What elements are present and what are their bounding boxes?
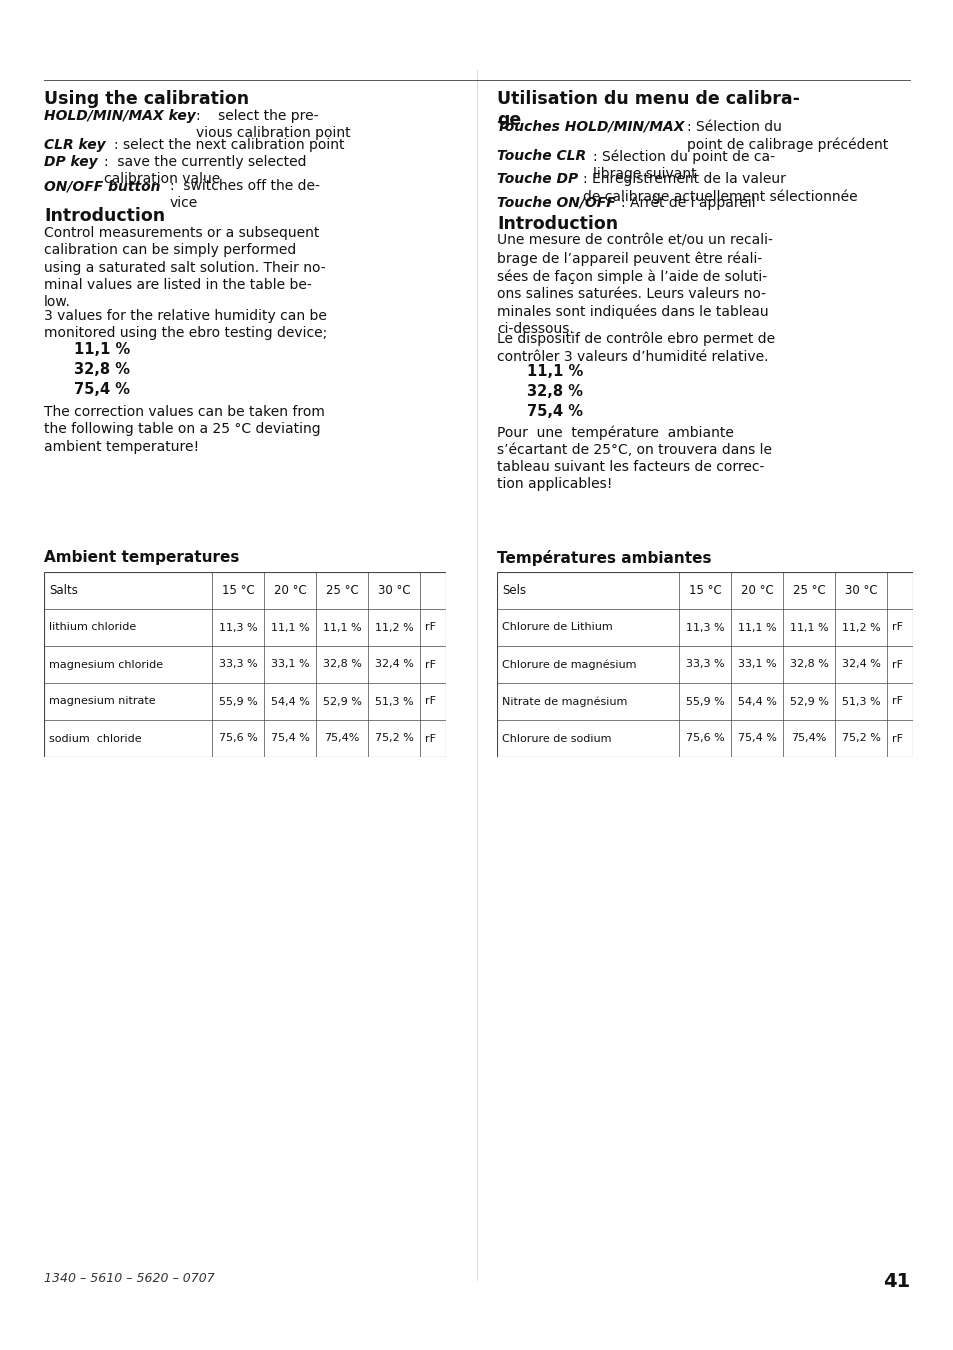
Text: 75,4%: 75,4% <box>790 733 826 744</box>
Text: Introduction: Introduction <box>497 215 618 234</box>
Text: :    select the pre-
vious calibration point: : select the pre- vious calibration poin… <box>195 109 351 140</box>
Text: Ambient temperatures: Ambient temperatures <box>44 549 239 566</box>
Text: 25 °C: 25 °C <box>792 585 824 597</box>
Text: sodium  chloride: sodium chloride <box>49 733 141 744</box>
Text: 11,1 %: 11,1 % <box>271 622 309 633</box>
Text: 75,4 %: 75,4 % <box>74 382 130 397</box>
Text: 55,9 %: 55,9 % <box>685 697 723 706</box>
Text: rF: rF <box>424 660 436 670</box>
Text: CLR key: CLR key <box>44 138 106 153</box>
Text: Nitrate de magnésium: Nitrate de magnésium <box>501 697 627 707</box>
Text: 75,4 %: 75,4 % <box>737 733 776 744</box>
Text: magnesium nitrate: magnesium nitrate <box>49 697 155 706</box>
Text: : Sélection du point de ca-
librage suivant: : Sélection du point de ca- librage suiv… <box>593 148 774 181</box>
Text: 32,8 %: 32,8 % <box>74 362 130 377</box>
Text: Touches HOLD/MIN/MAX: Touches HOLD/MIN/MAX <box>497 120 684 134</box>
Text: 11,1 %: 11,1 % <box>789 622 827 633</box>
Text: 75,6 %: 75,6 % <box>218 733 257 744</box>
Text: 52,9 %: 52,9 % <box>322 697 361 706</box>
Text: 54,4 %: 54,4 % <box>737 697 776 706</box>
Text: 41: 41 <box>882 1272 909 1291</box>
Text: magnesium chloride: magnesium chloride <box>49 660 163 670</box>
Text: Chlorure de Lithium: Chlorure de Lithium <box>501 622 612 633</box>
Text: Touche DP: Touche DP <box>497 171 578 186</box>
Text: Sels: Sels <box>501 585 525 597</box>
Text: Une mesure de contrôle et/ou un recali-
brage de l’appareil peuvent être réali-
: Une mesure de contrôle et/ou un recali- … <box>497 234 772 336</box>
Text: Touche CLR: Touche CLR <box>497 148 585 163</box>
Text: 11,1 %: 11,1 % <box>526 364 582 379</box>
Text: rF: rF <box>891 660 902 670</box>
Text: : select the next calibration point: : select the next calibration point <box>113 138 344 153</box>
Text: 20 °C: 20 °C <box>274 585 306 597</box>
Text: 11,1 %: 11,1 % <box>322 622 361 633</box>
Text: 33,1 %: 33,1 % <box>737 660 776 670</box>
Text: 15 °C: 15 °C <box>688 585 720 597</box>
Text: 11,2 %: 11,2 % <box>841 622 880 633</box>
Text: rF: rF <box>424 733 436 744</box>
Text: 30 °C: 30 °C <box>377 585 410 597</box>
Text: 51,3 %: 51,3 % <box>841 697 880 706</box>
Text: 25 °C: 25 °C <box>325 585 358 597</box>
Text: 55,9 %: 55,9 % <box>218 697 257 706</box>
Text: 32,4 %: 32,4 % <box>375 660 413 670</box>
Text: Using the calibration: Using the calibration <box>44 90 249 108</box>
Text: 1340 – 5610 – 5620 – 0707: 1340 – 5610 – 5620 – 0707 <box>44 1272 214 1285</box>
Text: Salts: Salts <box>49 585 78 597</box>
Text: 75,2 %: 75,2 % <box>375 733 413 744</box>
Text: DP key: DP key <box>44 155 97 169</box>
Text: Le dispositif de contrôle ebro permet de
contrôler 3 valeurs d’humidité relative: Le dispositif de contrôle ebro permet de… <box>497 332 774 363</box>
Text: 75,6 %: 75,6 % <box>685 733 723 744</box>
Text: :  save the currently selected
calibration value: : save the currently selected calibratio… <box>104 155 306 186</box>
Text: rF: rF <box>891 697 902 706</box>
Text: Français: Français <box>501 39 562 54</box>
Text: 33,1 %: 33,1 % <box>271 660 309 670</box>
Text: 3 values for the relative humidity can be
monitored using the ebro testing devic: 3 values for the relative humidity can b… <box>44 309 327 340</box>
Text: 75,2 %: 75,2 % <box>841 733 880 744</box>
Text: 11,2 %: 11,2 % <box>375 622 413 633</box>
Text: 51,3 %: 51,3 % <box>375 697 413 706</box>
Text: 20 °C: 20 °C <box>740 585 773 597</box>
Text: rF: rF <box>891 733 902 744</box>
Text: 32,8 %: 32,8 % <box>789 660 827 670</box>
Text: 75,4 %: 75,4 % <box>271 733 309 744</box>
Text: : Sélection du
point de calibrage précédent: : Sélection du point de calibrage précéd… <box>686 120 887 153</box>
Text: Control measurements or a subsequent
calibration can be simply performed
using a: Control measurements or a subsequent cal… <box>44 225 325 309</box>
Text: Chlorure de magnésium: Chlorure de magnésium <box>501 659 636 670</box>
Text: : Arrêt de l’appareil: : Arrêt de l’appareil <box>620 196 755 211</box>
Text: 32,8 %: 32,8 % <box>322 660 361 670</box>
Text: 75,4%: 75,4% <box>324 733 359 744</box>
Text: 54,4 %: 54,4 % <box>271 697 309 706</box>
Text: Pour  une  température  ambiante
s’écartant de 25°C, on trouvera dans le
tableau: Pour une température ambiante s’écartant… <box>497 425 771 491</box>
Text: Touche ON/OFF: Touche ON/OFF <box>497 196 615 211</box>
Text: Introduction: Introduction <box>44 207 165 225</box>
Text: 75,4 %: 75,4 % <box>526 404 582 418</box>
Text: :  switches off the de-
vice: : switches off the de- vice <box>170 180 319 211</box>
Text: 32,4 %: 32,4 % <box>841 660 880 670</box>
Text: 30 °C: 30 °C <box>843 585 877 597</box>
Text: 52,9 %: 52,9 % <box>789 697 827 706</box>
Text: 11,3 %: 11,3 % <box>685 622 723 633</box>
Text: Chlorure de sodium: Chlorure de sodium <box>501 733 611 744</box>
Text: 11,1 %: 11,1 % <box>737 622 776 633</box>
Text: 11,1 %: 11,1 % <box>74 342 131 356</box>
Text: : Enregistrement de la valeur
de calibrage actuellement sélectionnée: : Enregistrement de la valeur de calibra… <box>582 171 857 204</box>
Text: lithium chloride: lithium chloride <box>49 622 136 633</box>
Text: ON/OFF button: ON/OFF button <box>44 180 160 193</box>
Text: 33,3 %: 33,3 % <box>685 660 723 670</box>
Text: 33,3 %: 33,3 % <box>218 660 257 670</box>
Text: 15 °C: 15 °C <box>221 585 254 597</box>
Text: The correction values can be taken from
the following table on a 25 °C deviating: The correction values can be taken from … <box>44 405 325 454</box>
Text: Températures ambiantes: Températures ambiantes <box>497 549 711 566</box>
Text: rF: rF <box>424 697 436 706</box>
Text: HOLD/MIN/MAX key: HOLD/MIN/MAX key <box>44 109 195 123</box>
Text: 11,3 %: 11,3 % <box>218 622 257 633</box>
Text: 32,8 %: 32,8 % <box>526 383 582 400</box>
Text: rF: rF <box>891 622 902 633</box>
Text: rF: rF <box>424 622 436 633</box>
Text: Utilisation du menu de calibra-
ge: Utilisation du menu de calibra- ge <box>497 90 800 128</box>
Text: English: English <box>44 39 97 54</box>
